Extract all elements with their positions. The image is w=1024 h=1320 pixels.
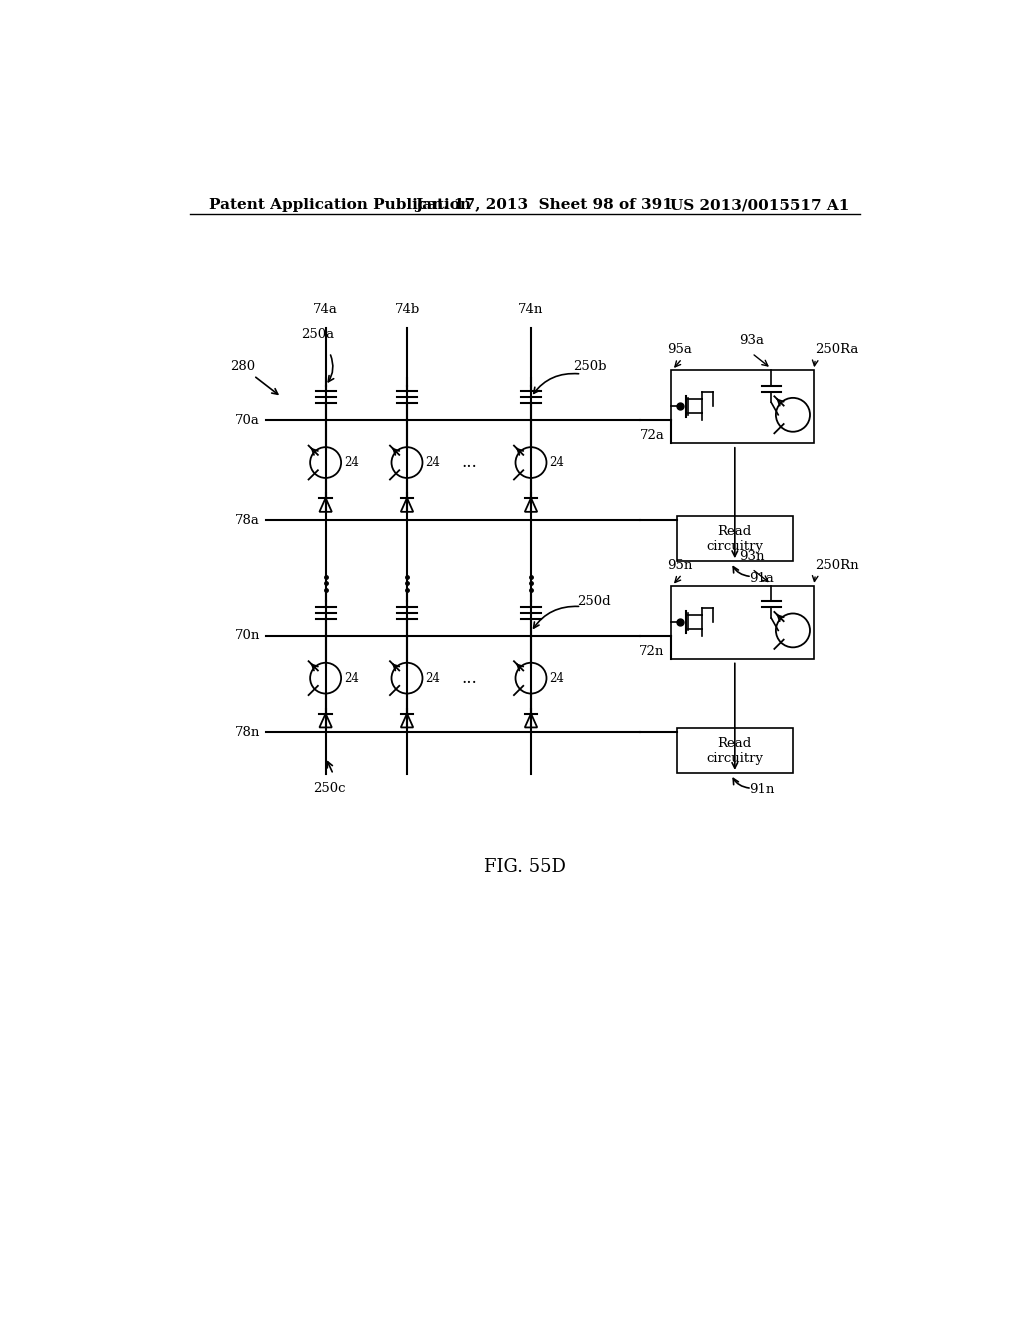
Text: 24: 24 xyxy=(344,672,359,685)
Text: 24: 24 xyxy=(550,672,564,685)
Text: 24: 24 xyxy=(426,672,440,685)
Text: 250a: 250a xyxy=(301,327,335,341)
Text: 70n: 70n xyxy=(234,630,260,643)
Text: 280: 280 xyxy=(230,360,255,372)
Text: 91n: 91n xyxy=(749,783,774,796)
Text: 250c: 250c xyxy=(313,781,346,795)
Text: Patent Application Publication: Patent Application Publication xyxy=(209,198,471,213)
Text: 95a: 95a xyxy=(668,343,692,356)
Text: 78a: 78a xyxy=(234,513,260,527)
Text: 250d: 250d xyxy=(578,594,611,607)
Bar xyxy=(671,586,814,659)
Bar xyxy=(677,729,793,774)
Text: 74n: 74n xyxy=(518,304,544,317)
Text: 93n: 93n xyxy=(739,549,765,562)
Text: 24: 24 xyxy=(426,455,440,469)
Text: Jan. 17, 2013  Sheet 98 of 391: Jan. 17, 2013 Sheet 98 of 391 xyxy=(415,198,673,213)
Text: ...: ... xyxy=(461,454,477,471)
Text: 70a: 70a xyxy=(234,413,260,426)
Text: 78n: 78n xyxy=(234,726,260,739)
Bar xyxy=(671,370,814,444)
Text: FIG. 55D: FIG. 55D xyxy=(484,858,565,875)
Text: Read
circuitry: Read circuitry xyxy=(707,525,763,553)
Text: Read
circuitry: Read circuitry xyxy=(707,737,763,764)
Text: 250b: 250b xyxy=(573,360,607,372)
Text: 95n: 95n xyxy=(667,558,692,572)
Text: 72a: 72a xyxy=(639,429,665,442)
Text: 250Rn: 250Rn xyxy=(815,558,859,572)
Text: 91a: 91a xyxy=(749,572,774,585)
Text: 74b: 74b xyxy=(394,304,420,317)
Text: 72n: 72n xyxy=(639,644,665,657)
Text: 93a: 93a xyxy=(739,334,764,347)
Text: US 2013/0015517 A1: US 2013/0015517 A1 xyxy=(671,198,850,213)
Text: 24: 24 xyxy=(344,455,359,469)
Bar xyxy=(677,516,793,561)
Text: 74a: 74a xyxy=(313,304,338,317)
Text: 24: 24 xyxy=(550,455,564,469)
Text: 250Ra: 250Ra xyxy=(815,343,859,356)
Text: ...: ... xyxy=(461,669,477,686)
